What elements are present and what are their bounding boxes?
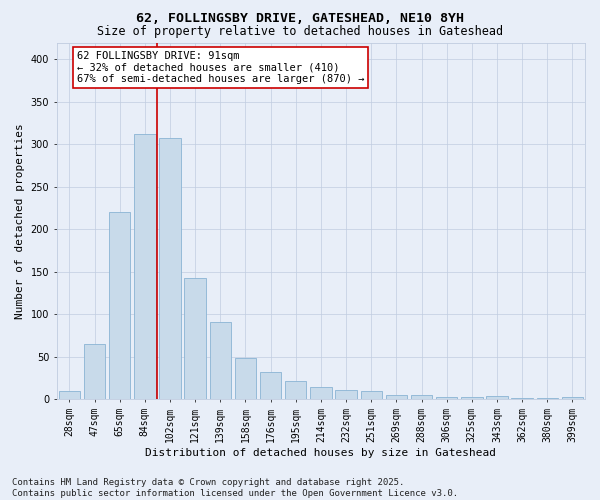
- Bar: [436, 396, 457, 399]
- X-axis label: Distribution of detached houses by size in Gateshead: Distribution of detached houses by size …: [145, 448, 496, 458]
- Bar: [134, 134, 155, 399]
- Bar: [260, 372, 281, 399]
- Bar: [184, 278, 206, 399]
- Text: Contains HM Land Registry data © Crown copyright and database right 2025.
Contai: Contains HM Land Registry data © Crown c…: [12, 478, 458, 498]
- Bar: [386, 395, 407, 399]
- Bar: [160, 138, 181, 399]
- Bar: [235, 358, 256, 399]
- Bar: [109, 212, 130, 399]
- Y-axis label: Number of detached properties: Number of detached properties: [15, 123, 25, 318]
- Text: Size of property relative to detached houses in Gateshead: Size of property relative to detached ho…: [97, 25, 503, 38]
- Bar: [209, 322, 231, 399]
- Bar: [511, 398, 533, 399]
- Bar: [84, 344, 105, 399]
- Text: 62, FOLLINGSBY DRIVE, GATESHEAD, NE10 8YH: 62, FOLLINGSBY DRIVE, GATESHEAD, NE10 8Y…: [136, 12, 464, 26]
- Bar: [285, 381, 307, 399]
- Bar: [486, 396, 508, 399]
- Bar: [361, 392, 382, 399]
- Bar: [562, 396, 583, 399]
- Text: 62 FOLLINGSBY DRIVE: 91sqm
← 32% of detached houses are smaller (410)
67% of sem: 62 FOLLINGSBY DRIVE: 91sqm ← 32% of deta…: [77, 51, 364, 84]
- Bar: [461, 398, 482, 399]
- Bar: [335, 390, 357, 399]
- Bar: [536, 398, 558, 399]
- Bar: [411, 395, 432, 399]
- Bar: [59, 392, 80, 399]
- Bar: [310, 387, 332, 399]
